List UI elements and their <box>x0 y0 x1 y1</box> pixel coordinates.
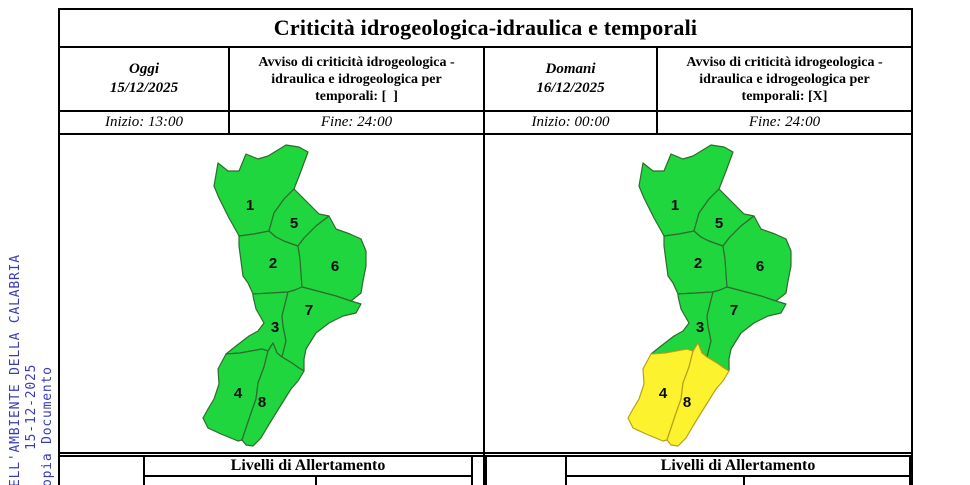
zone-2-label: 2 <box>269 255 277 272</box>
zone-7-region <box>706 286 787 372</box>
zone-2-label: 2 <box>694 255 702 272</box>
zone-3-label: 3 <box>271 319 279 336</box>
legend-right-subcell-1 <box>565 475 745 485</box>
tomorrow-inizio-cell: Inizio: 00:00 <box>483 110 658 135</box>
zone-8-label: 8 <box>258 394 266 411</box>
calabria-map-tomorrow: 1 2 3 4 5 6 7 8 <box>627 144 792 447</box>
legend-left-subcell-2 <box>315 475 473 485</box>
legend-left-zone-column <box>58 455 145 485</box>
legend-left-header: Livelli di Allertamento <box>143 455 473 477</box>
zone-1-region <box>638 144 734 237</box>
tomorrow-date: 16/12/2025 <box>536 80 605 96</box>
tomorrow-day-label: Domani <box>545 61 596 77</box>
zone-5-label: 5 <box>290 215 298 232</box>
today-day-cell: Oggi 15/12/2025 <box>58 46 230 112</box>
zone-8-region <box>241 342 305 447</box>
zone-7-label: 7 <box>730 302 738 319</box>
tomorrow-avviso-cell: Avviso di criticità idrogeologica - idra… <box>656 46 913 112</box>
zone-6-label: 6 <box>331 258 339 275</box>
legend-right-zone-column <box>485 455 567 485</box>
tomorrow-day-cell: Domani 16/12/2025 <box>483 46 658 112</box>
watermark-line-3: opia Documento <box>40 366 55 485</box>
map-panel-today: 1 2 3 4 5 6 7 8 <box>58 133 485 454</box>
today-inizio-cell: Inizio: 13:00 <box>58 110 230 135</box>
zone-5-label: 5 <box>715 215 723 232</box>
zone-1-label: 1 <box>246 197 254 214</box>
zone-6-label: 6 <box>756 258 764 275</box>
map-panel-tomorrow: 1 2 3 4 5 6 7 8 <box>483 133 913 454</box>
legend-left-subcell-1 <box>143 475 317 485</box>
zone-8-label: 8 <box>683 394 691 411</box>
zone-1-label: 1 <box>671 197 679 214</box>
zone-4-label: 4 <box>659 385 668 402</box>
zone-8-region <box>666 342 730 447</box>
watermark-line-1: ELL'AMBIENTE DELLA CALABRIA <box>8 254 23 485</box>
zone-7-region <box>281 286 362 372</box>
today-day-label: Oggi <box>129 61 159 77</box>
page-title: Criticità idrogeologica-idraulica e temp… <box>58 8 913 48</box>
watermark-line-2: 15-12-2025 <box>24 363 39 450</box>
calabria-map-today: 1 2 3 4 5 6 7 8 <box>202 144 367 447</box>
zone-3-label: 3 <box>696 319 704 336</box>
tomorrow-fine-cell: Fine: 24:00 <box>656 110 913 135</box>
zone-7-label: 7 <box>305 302 313 319</box>
legend-right-header: Livelli di Allertamento <box>565 455 911 477</box>
zone-4-label: 4 <box>234 385 243 402</box>
zone-1-region <box>213 144 309 237</box>
today-fine-cell: Fine: 24:00 <box>228 110 485 135</box>
today-avviso-cell: Avviso di criticità idrogeologica - idra… <box>228 46 485 112</box>
legend-right-subcell-2 <box>743 475 911 485</box>
border-strip-center <box>483 450 485 485</box>
border-strip-right <box>911 450 913 485</box>
today-date: 15/12/2025 <box>109 80 179 96</box>
